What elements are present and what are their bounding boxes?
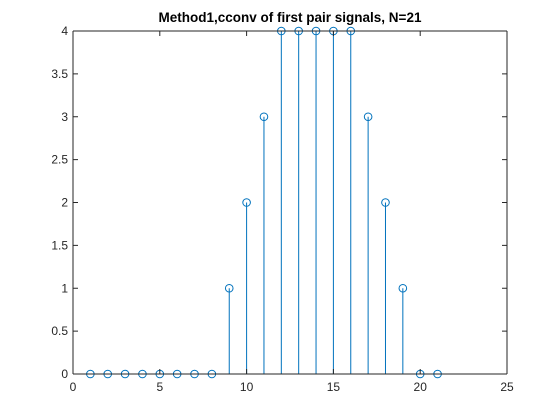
stem-marker xyxy=(224,283,234,293)
y-tick-label: 1.5 xyxy=(51,238,68,252)
plot-area xyxy=(73,31,507,374)
y-tick-label: 3 xyxy=(61,110,68,124)
y-tick-label: 1 xyxy=(61,281,68,295)
y-tick-label: 0.5 xyxy=(51,324,68,338)
chart-title: Method1,cconv of first pair signals, N=2… xyxy=(159,10,422,25)
axes: 0 5 10 15 20 25 0 0.5 1 1.5 2 2.5 3 3.5 4 xyxy=(51,24,514,394)
x-tick-label: 25 xyxy=(500,380,514,394)
y-tick-label: 2 xyxy=(61,196,68,210)
y-tick-label: 4 xyxy=(61,24,68,38)
y-tick-label: 0 xyxy=(61,367,68,381)
x-tick-label: 10 xyxy=(240,380,254,394)
stem-marker xyxy=(242,198,251,207)
stem-marker xyxy=(381,198,390,207)
y-tick-label: 2.5 xyxy=(51,153,68,167)
stem-marker xyxy=(398,283,408,293)
stem-marker xyxy=(259,112,269,122)
x-tick-label: 5 xyxy=(156,380,163,394)
x-tick-label: 20 xyxy=(414,380,428,394)
x-tick-label: 15 xyxy=(327,380,341,394)
y-tick-label: 3.5 xyxy=(51,67,68,81)
stem-marker xyxy=(363,112,373,122)
x-tick-label: 0 xyxy=(70,380,77,394)
